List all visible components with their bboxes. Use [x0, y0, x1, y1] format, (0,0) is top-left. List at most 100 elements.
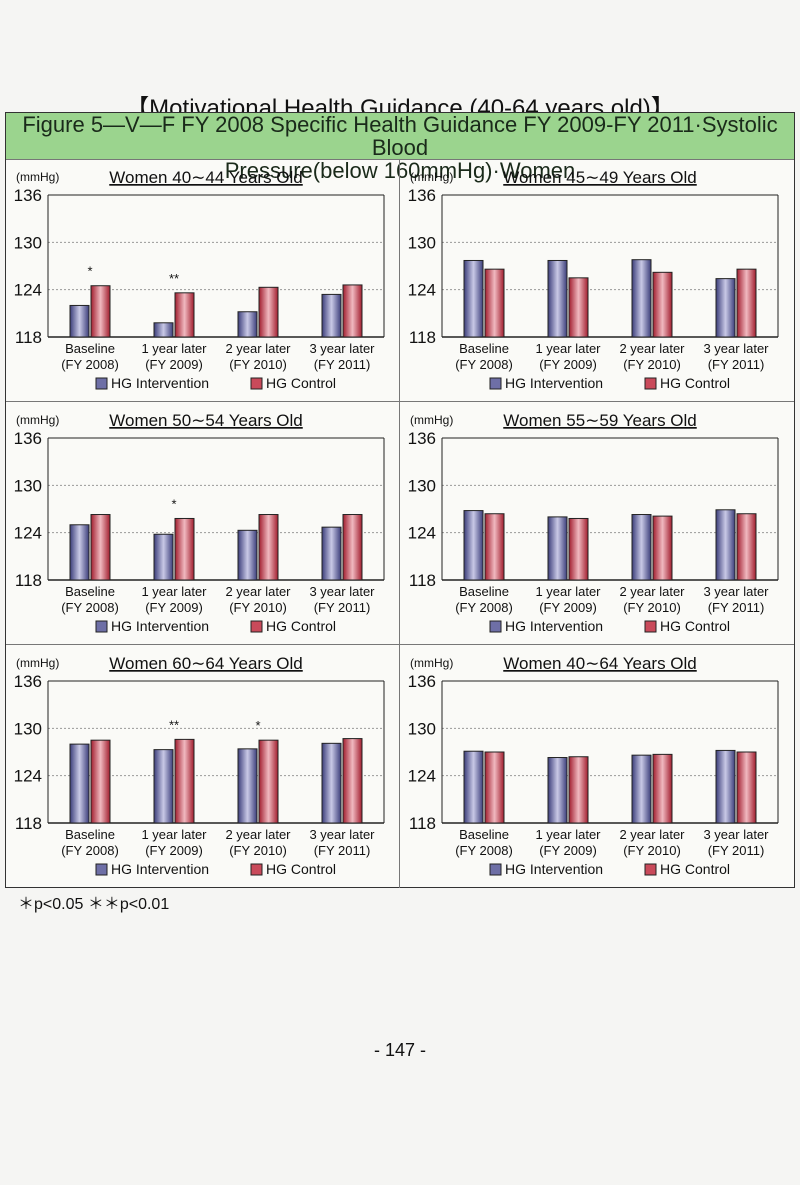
x-tick-label: 3 year later: [703, 827, 769, 842]
bar-intervention: [547, 757, 568, 824]
bar-intervention: [237, 529, 258, 581]
y-tick-label: 118: [15, 328, 42, 347]
chart-panel-women-45-49: Women 45∼49 Years Old (mmHg) 136 130 124 118 B…: [400, 159, 794, 402]
legend-label: HG Control: [266, 375, 336, 391]
bar-control: [90, 514, 111, 581]
chart-svg: Women 40∼44 Years Old (mmHg) 136 130 124 118 *…: [14, 168, 385, 391]
bar-intervention: [463, 259, 484, 338]
x-tick-sublabel: (FY 2008): [61, 357, 119, 372]
x-tick-sublabel: (FY 2010): [623, 357, 681, 372]
bar-intervention: [631, 754, 652, 824]
bar-intervention: [715, 509, 736, 581]
chart-panel-women-55-59: Women 55∼59 Years Old (mmHg) 136 130 124 118 B…: [400, 402, 794, 645]
chart-svg: Women 40∼64 Years Old (mmHg) 136 130 124 118 B…: [408, 654, 779, 877]
chart-svg: Women 60∼64 Years Old (mmHg) 136 130 124 118 B…: [14, 654, 385, 877]
bar-control: [342, 514, 363, 581]
y-tick-label: 130: [408, 233, 436, 252]
bar-intervention: [321, 293, 342, 338]
x-tick-label: 1 year later: [141, 827, 207, 842]
bar-intervention: [547, 259, 568, 338]
bar-intervention: [153, 533, 174, 581]
legend-label: HG Control: [660, 618, 730, 634]
x-tick-label: Baseline: [459, 827, 509, 842]
chart-svg: Women 55∼59 Years Old (mmHg) 136 130 124 118 B…: [408, 411, 779, 634]
bar-control: [342, 738, 363, 824]
x-tick-sublabel: (FY 2009): [145, 357, 203, 372]
bar-intervention: [321, 742, 342, 824]
chart-title: Women 55∼59 Years Old: [503, 411, 697, 430]
y-tick-label: 136: [408, 186, 436, 205]
x-tick-label: 1 year later: [535, 584, 601, 599]
y-tick-label: 118: [15, 571, 42, 590]
bar-intervention: [631, 514, 652, 581]
legend-swatch-icon: [644, 863, 657, 876]
figure-box: Figure 5—V—F FY 2008 Specific Health Gui…: [5, 112, 795, 888]
legend-label: HG Intervention: [111, 375, 209, 391]
x-tick-label: Baseline: [459, 341, 509, 356]
y-tick-label: 130: [14, 476, 42, 495]
y-axis-unit-label: (mmHg): [410, 170, 453, 184]
legend-swatch-icon: [644, 620, 657, 633]
bar-control: [568, 756, 589, 824]
bar-intervention: [715, 278, 736, 338]
x-tick-label: 3 year later: [703, 584, 769, 599]
x-tick-label: 2 year later: [225, 584, 291, 599]
y-axis-unit-label: (mmHg): [410, 413, 453, 427]
legend-label: HG Control: [660, 375, 730, 391]
significance-marker: **: [169, 717, 179, 732]
bar-control: [174, 292, 195, 338]
legend-label: HG Control: [266, 618, 336, 634]
bar-control: [258, 739, 279, 824]
significance-footnote: ＊p<0.05 ＊＊p<0.01: [18, 896, 170, 913]
chart-svg: Women 50∼54 Years Old (mmHg) 136 130 124 118 B…: [14, 411, 385, 634]
figure-title: Figure 5—V—F FY 2008 Specific Health Gui…: [6, 112, 794, 182]
bar-control: [342, 284, 363, 338]
legend-swatch-icon: [489, 863, 502, 876]
x-tick-label: 1 year later: [141, 584, 207, 599]
bar-intervention: [237, 748, 258, 824]
y-tick-label: 136: [408, 672, 436, 691]
significance-marker: **: [169, 271, 179, 286]
y-tick-label: 118: [409, 328, 436, 347]
x-tick-sublabel: (FY 2009): [539, 357, 597, 372]
chart-panel-women-50-54: Women 50∼54 Years Old (mmHg) 136 130 124 118 B…: [6, 402, 400, 645]
x-tick-label: 2 year later: [225, 341, 291, 356]
legend-swatch-icon: [95, 620, 108, 633]
x-tick-label: 1 year later: [535, 341, 601, 356]
y-axis-unit-label: (mmHg): [16, 413, 59, 427]
y-tick-label: 136: [14, 186, 42, 205]
x-tick-label: Baseline: [459, 584, 509, 599]
bar-control: [174, 517, 195, 581]
legend-label: HG Control: [660, 861, 730, 877]
x-tick-sublabel: (FY 2010): [229, 600, 287, 615]
x-tick-sublabel: (FY 2011): [314, 600, 371, 615]
bar-control: [258, 286, 279, 338]
bar-control: [736, 513, 757, 581]
x-tick-label: 2 year later: [619, 584, 685, 599]
significance-marker: *: [171, 496, 176, 511]
y-tick-label: 130: [408, 476, 436, 495]
legend-swatch-icon: [95, 863, 108, 876]
x-tick-label: Baseline: [65, 341, 115, 356]
x-tick-sublabel: (FY 2009): [539, 600, 597, 615]
figure-title-line2: Pressure(below 160mmHg)·Women: [224, 158, 576, 183]
x-tick-sublabel: (FY 2010): [623, 600, 681, 615]
y-tick-label: 124: [14, 524, 42, 543]
bar-intervention: [463, 510, 484, 581]
bar-intervention: [153, 322, 174, 338]
bar-control: [174, 738, 195, 824]
legend-swatch-icon: [250, 377, 263, 390]
chart-title: Women 40∼44 Years Old: [109, 168, 303, 187]
y-tick-label: 124: [14, 767, 42, 786]
bar-intervention: [153, 749, 174, 824]
significance-marker: *: [255, 718, 260, 733]
bar-intervention: [715, 749, 736, 824]
x-tick-label: Baseline: [65, 584, 115, 599]
chart-title: Women 60∼64 Years Old: [109, 654, 303, 673]
x-tick-sublabel: (FY 2008): [455, 600, 513, 615]
bar-control: [652, 753, 673, 824]
bar-control: [90, 285, 111, 338]
legend-label: HG Intervention: [111, 861, 209, 877]
page-number: - 147 -: [373, 1040, 427, 1060]
figure-title-line1: Figure 5—V—F FY 2008 Specific Health Gui…: [22, 112, 778, 160]
